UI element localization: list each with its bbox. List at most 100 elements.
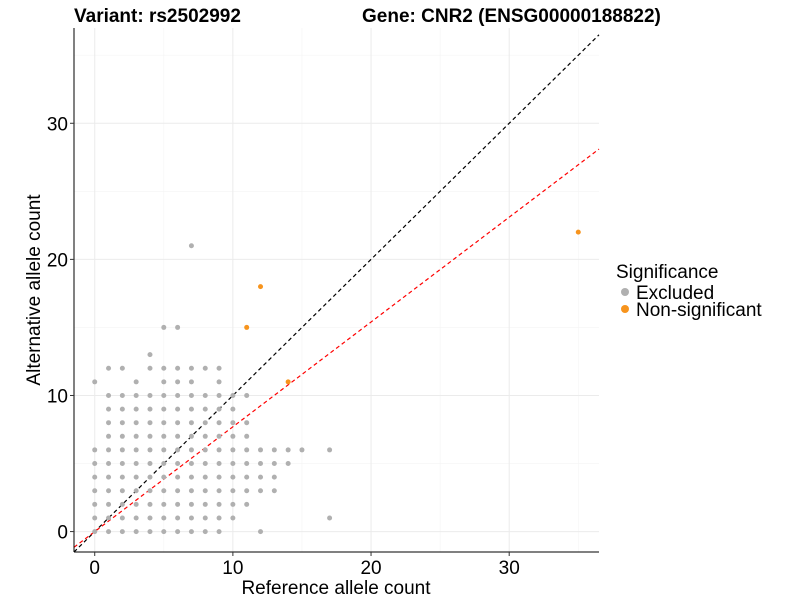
point-excluded xyxy=(216,379,222,385)
point-excluded xyxy=(106,392,112,398)
legend-title: Significance xyxy=(616,262,718,283)
point-excluded xyxy=(119,392,125,398)
point-excluded xyxy=(161,461,167,467)
point-excluded xyxy=(216,420,222,426)
point-excluded xyxy=(133,529,139,535)
point-excluded xyxy=(216,515,222,521)
point-excluded xyxy=(216,406,222,412)
point-excluded xyxy=(202,515,208,521)
point-excluded xyxy=(258,529,264,535)
point-excluded xyxy=(188,529,194,535)
point-excluded xyxy=(258,488,264,494)
point-excluded xyxy=(230,447,236,453)
point-excluded xyxy=(147,529,153,535)
point-excluded xyxy=(216,501,222,507)
point-excluded xyxy=(216,392,222,398)
point-excluded xyxy=(133,406,139,412)
point-excluded xyxy=(119,515,125,521)
point-excluded xyxy=(106,515,112,521)
point-excluded xyxy=(92,529,98,535)
point-excluded xyxy=(147,515,153,521)
point-excluded xyxy=(175,474,181,480)
point-excluded xyxy=(175,529,181,535)
point-excluded xyxy=(188,474,194,480)
point-excluded xyxy=(271,447,277,453)
point-excluded xyxy=(258,447,264,453)
point-excluded xyxy=(175,447,181,453)
point-non-significant xyxy=(244,324,250,330)
point-excluded xyxy=(119,529,125,535)
point-excluded xyxy=(106,474,112,480)
point-excluded xyxy=(133,461,139,467)
point-excluded xyxy=(188,488,194,494)
point-excluded xyxy=(161,488,167,494)
point-excluded xyxy=(244,392,250,398)
point-excluded xyxy=(175,515,181,521)
point-excluded xyxy=(119,406,125,412)
point-excluded xyxy=(147,365,153,371)
point-excluded xyxy=(133,379,139,385)
point-excluded xyxy=(92,447,98,453)
point-excluded xyxy=(202,501,208,507)
point-excluded xyxy=(216,529,222,535)
point-excluded xyxy=(216,461,222,467)
point-excluded xyxy=(175,501,181,507)
point-excluded xyxy=(161,379,167,385)
data-points xyxy=(92,229,581,535)
point-excluded xyxy=(188,365,194,371)
point-excluded xyxy=(92,379,98,385)
point-excluded xyxy=(271,488,277,494)
point-excluded xyxy=(285,447,291,453)
point-excluded xyxy=(106,447,112,453)
point-excluded xyxy=(230,474,236,480)
y-tick-label: 10 xyxy=(47,386,68,407)
point-excluded xyxy=(147,406,153,412)
point-non-significant xyxy=(575,229,581,235)
point-excluded xyxy=(230,392,236,398)
point-excluded xyxy=(175,461,181,467)
point-excluded xyxy=(175,488,181,494)
point-excluded xyxy=(202,474,208,480)
point-excluded xyxy=(119,474,125,480)
point-excluded xyxy=(161,324,167,330)
point-excluded xyxy=(147,433,153,439)
point-excluded xyxy=(175,420,181,426)
point-excluded xyxy=(188,420,194,426)
point-excluded xyxy=(147,352,153,358)
point-excluded xyxy=(161,420,167,426)
point-excluded xyxy=(133,501,139,507)
point-excluded xyxy=(133,420,139,426)
point-excluded xyxy=(161,529,167,535)
point-excluded xyxy=(175,379,181,385)
x-tick-label: 10 xyxy=(222,558,243,579)
point-excluded xyxy=(244,447,250,453)
x-axis-label: Reference allele count xyxy=(241,578,431,599)
point-excluded xyxy=(161,365,167,371)
x-tick-label: 0 xyxy=(89,558,100,579)
point-excluded xyxy=(216,474,222,480)
point-excluded xyxy=(230,406,236,412)
legend-label-excluded: Excluded xyxy=(636,283,714,304)
point-non-significant xyxy=(258,284,264,290)
point-excluded xyxy=(188,501,194,507)
point-excluded xyxy=(258,461,264,467)
point-excluded xyxy=(147,474,153,480)
point-excluded xyxy=(92,515,98,521)
point-excluded xyxy=(230,515,236,521)
point-excluded xyxy=(202,365,208,371)
x-tick-label: 30 xyxy=(499,558,520,579)
point-excluded xyxy=(119,420,125,426)
point-excluded xyxy=(119,433,125,439)
point-excluded xyxy=(147,420,153,426)
legend-swatch-non-significant xyxy=(621,305,629,313)
point-excluded xyxy=(147,501,153,507)
point-non-significant xyxy=(285,379,291,385)
point-excluded xyxy=(202,529,208,535)
point-excluded xyxy=(188,461,194,467)
point-excluded xyxy=(106,420,112,426)
point-excluded xyxy=(92,474,98,480)
point-excluded xyxy=(202,488,208,494)
y-tick-label: 20 xyxy=(47,250,68,271)
point-excluded xyxy=(147,461,153,467)
